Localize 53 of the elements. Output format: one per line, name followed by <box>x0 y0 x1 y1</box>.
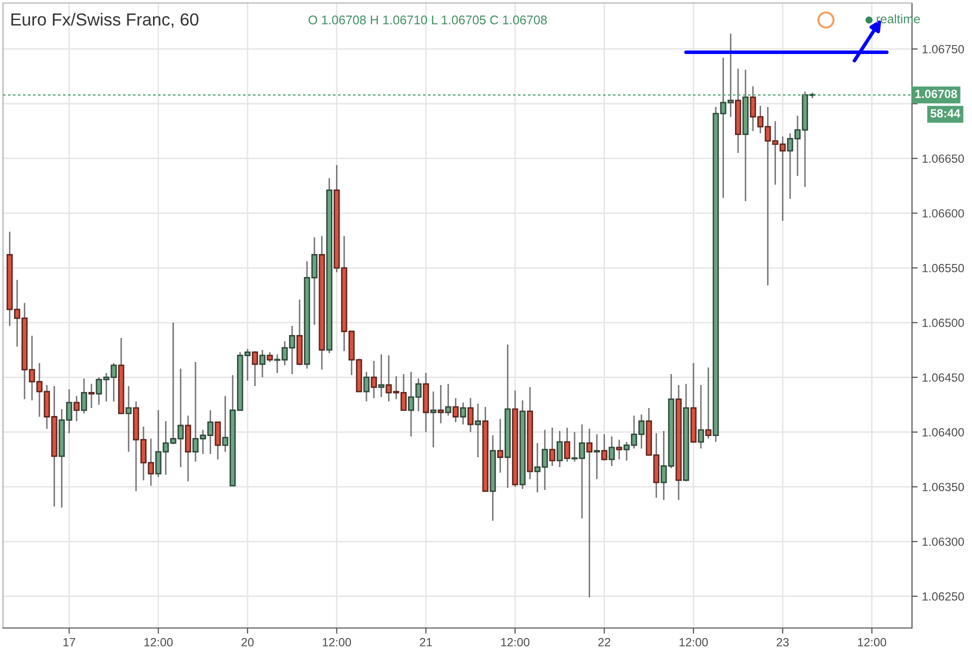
ref-line-label: 1.06708 <box>915 90 958 98</box>
candlestick <box>564 427 570 462</box>
candlestick <box>445 383 452 416</box>
x-tick-label: 20 <box>242 638 254 646</box>
y-tick-label: 1.06250 <box>922 592 964 601</box>
text: 58:44 <box>930 109 960 118</box>
candlestick <box>608 436 615 467</box>
candlestick <box>80 378 88 414</box>
candlestick <box>705 366 712 440</box>
y-tick-label: 1.06750 <box>922 45 964 54</box>
x-tick-label: 12:00 <box>322 638 352 646</box>
candlestick <box>460 402 466 426</box>
y-tick-label: 1.06350 <box>922 482 964 492</box>
candlestick <box>126 385 132 452</box>
y-tick-label: 1.06600 <box>922 209 964 218</box>
x-tick-label: 12:00 <box>501 638 530 646</box>
annotation: O 1.06708 H 1.06710 L 1.06705 C 1.06708 <box>308 16 547 24</box>
x-tick-label: 22 <box>598 638 610 646</box>
y-tick-label: 1.06300 <box>922 538 964 546</box>
candlestick <box>698 384 704 450</box>
x-tick-label: 12:00 <box>858 638 886 646</box>
candlestick <box>430 390 436 448</box>
chart-title: Euro Fx/Swiss Franc, 60 <box>11 12 198 28</box>
candlestick <box>363 371 370 402</box>
candlestick <box>467 397 474 433</box>
candlestick <box>556 430 563 468</box>
candlestick <box>586 428 592 598</box>
candlestick <box>549 427 556 467</box>
x-tick-label: 23 <box>776 638 789 646</box>
candlestick <box>497 418 504 474</box>
x-tick-label: 17 <box>63 638 76 646</box>
candlestick <box>378 354 384 398</box>
x-tick-label: 12:00 <box>144 638 173 646</box>
x-tick-label: 12:00 <box>680 638 708 646</box>
candlestick <box>266 351 273 363</box>
candlestick <box>438 384 444 424</box>
candlestick <box>452 397 459 423</box>
candlestick <box>616 439 622 460</box>
y-tick-label: 1.06650 <box>922 154 964 163</box>
y-tick-label: 1.06400 <box>922 428 964 436</box>
candlestick <box>88 383 95 409</box>
candlestick <box>259 349 266 378</box>
candlestick <box>74 395 80 422</box>
y-tick-label: 1.06450 <box>922 373 964 382</box>
candlestick <box>594 434 600 480</box>
x-tick-label: 21 <box>420 638 432 646</box>
candlestick <box>252 350 258 387</box>
candlestick <box>370 360 377 399</box>
y-tick-label: 1.06550 <box>922 264 964 272</box>
candlestick <box>601 434 608 462</box>
y-tick-label: 1.06500 <box>922 318 964 328</box>
candlestick <box>474 402 482 458</box>
candlestick <box>214 422 221 460</box>
